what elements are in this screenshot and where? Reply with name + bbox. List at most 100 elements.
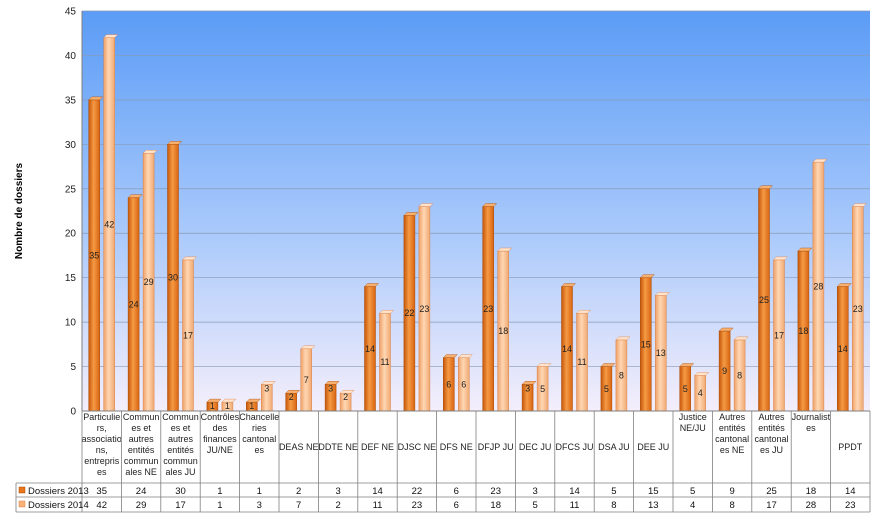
- category-label: DDTE NE: [318, 442, 358, 452]
- table-cell: 4: [690, 500, 695, 511]
- data-label: 8: [737, 370, 742, 380]
- table-cell: 18: [490, 500, 501, 511]
- legend-swatch: [18, 486, 26, 494]
- data-label: 3: [264, 383, 269, 393]
- data-label: 1: [225, 401, 230, 411]
- data-label: 13: [656, 348, 666, 358]
- bar-top: [142, 150, 158, 154]
- bar-top: [379, 310, 394, 314]
- category-label: Contrôles des finances JU/NE: [201, 412, 240, 455]
- table-cell: 3: [532, 486, 537, 497]
- bar-top: [324, 381, 340, 385]
- data-label: 18: [498, 326, 508, 336]
- table-cell: 23: [412, 500, 423, 511]
- bar-top: [285, 390, 301, 394]
- bar-top: [797, 247, 813, 252]
- bar-top: [497, 247, 513, 252]
- table-cell: 22: [412, 486, 423, 497]
- legend-swatch: [18, 500, 26, 508]
- bar-top: [221, 398, 237, 403]
- bar-top: [442, 354, 458, 358]
- data-label: 35: [89, 250, 99, 260]
- y-axis-label: Nombre de dossiers: [14, 162, 25, 259]
- data-label: 5: [683, 384, 688, 394]
- category-labels: Particulie rs, associatio ns, entrepris esCom…: [82, 412, 863, 477]
- bar-top: [561, 283, 576, 287]
- data-label: 2: [289, 392, 294, 402]
- bar-top: [482, 203, 498, 207]
- data-label: 25: [759, 295, 769, 305]
- data-label: 28: [813, 282, 823, 292]
- y-tick-label: 15: [65, 273, 77, 284]
- data-label: 3: [328, 383, 333, 393]
- table-cell: 17: [766, 500, 777, 511]
- bar-top: [418, 203, 434, 207]
- category-label: DEE JU: [637, 442, 669, 452]
- table-cell: 24: [136, 486, 147, 497]
- table-cell: 5: [611, 486, 616, 497]
- data-label: 1: [249, 401, 254, 411]
- data-label: 15: [641, 339, 651, 349]
- bar-top: [206, 398, 222, 403]
- bar-top: [127, 194, 143, 198]
- table-cell: 3: [257, 500, 262, 511]
- bar-top: [576, 310, 591, 314]
- bar-top: [639, 274, 655, 278]
- table-cell: 5: [532, 500, 537, 511]
- bar-top: [733, 336, 749, 341]
- category-label: Particulie rs, associatio ns, entrepris es: [82, 412, 122, 477]
- category-label: DSA JU: [598, 442, 630, 452]
- bar-top: [536, 363, 552, 367]
- y-axis-ticks: 0 5 10 15 20 25 30 35 40 45: [65, 7, 77, 418]
- bar-top: [600, 363, 616, 367]
- bar-top: [615, 336, 631, 341]
- y-tick-label: 45: [65, 7, 77, 18]
- category-label: DFJP JU: [478, 442, 514, 452]
- category-label: Autres entités cantonal es NE: [715, 412, 749, 455]
- table-cell: 7: [296, 500, 301, 511]
- data-label: 23: [853, 304, 863, 314]
- data-label: 11: [380, 357, 389, 367]
- y-tick-label: 5: [70, 362, 76, 373]
- bar-top: [182, 256, 197, 261]
- category-label: DFS NE: [440, 442, 473, 452]
- bar-top: [836, 283, 852, 287]
- legend-series-name: Dossiers 2014: [28, 500, 89, 511]
- table-cell: 23: [490, 486, 501, 497]
- data-label: 1: [210, 401, 215, 411]
- table-cell: 6: [454, 500, 459, 511]
- data-label: 11: [577, 357, 586, 367]
- gridlines: [81, 10, 870, 412]
- y-tick-label: 40: [65, 51, 77, 62]
- data-label: 14: [562, 344, 572, 354]
- y-tick-label: 10: [65, 318, 77, 329]
- data-label: 17: [774, 330, 784, 340]
- table-cell: 11: [570, 500, 580, 511]
- y-tick-label: 30: [65, 140, 77, 151]
- bar-top: [718, 327, 734, 332]
- bar-top: [457, 354, 473, 358]
- category-label: DFCS JU: [556, 442, 594, 452]
- bar-top: [103, 34, 119, 38]
- data-label: 30: [168, 273, 178, 283]
- category-label: PPDT: [838, 442, 863, 452]
- category-label: Commun es et autres entités commun ales NE: [123, 412, 160, 477]
- table-cell: 1: [257, 486, 262, 497]
- data-label: 8: [619, 370, 624, 380]
- category-label: Autres entités cantonal es JU: [754, 412, 788, 455]
- table-cell: 35: [96, 486, 107, 497]
- category-label: DEC JU: [519, 442, 552, 452]
- bars: [88, 34, 867, 412]
- table-cell: 8: [729, 500, 734, 511]
- bar-top: [773, 256, 788, 261]
- table-cell: 18: [806, 486, 817, 497]
- table-cell: 28: [806, 500, 817, 511]
- table-cell: 8: [611, 500, 616, 511]
- bar-top: [167, 141, 182, 145]
- table-cell: 29: [136, 500, 147, 511]
- table-cell: 42: [96, 500, 107, 511]
- data-label: 29: [144, 277, 154, 287]
- table-cell: 1: [217, 486, 222, 497]
- data-label: 6: [446, 379, 451, 389]
- bar-top: [403, 212, 419, 216]
